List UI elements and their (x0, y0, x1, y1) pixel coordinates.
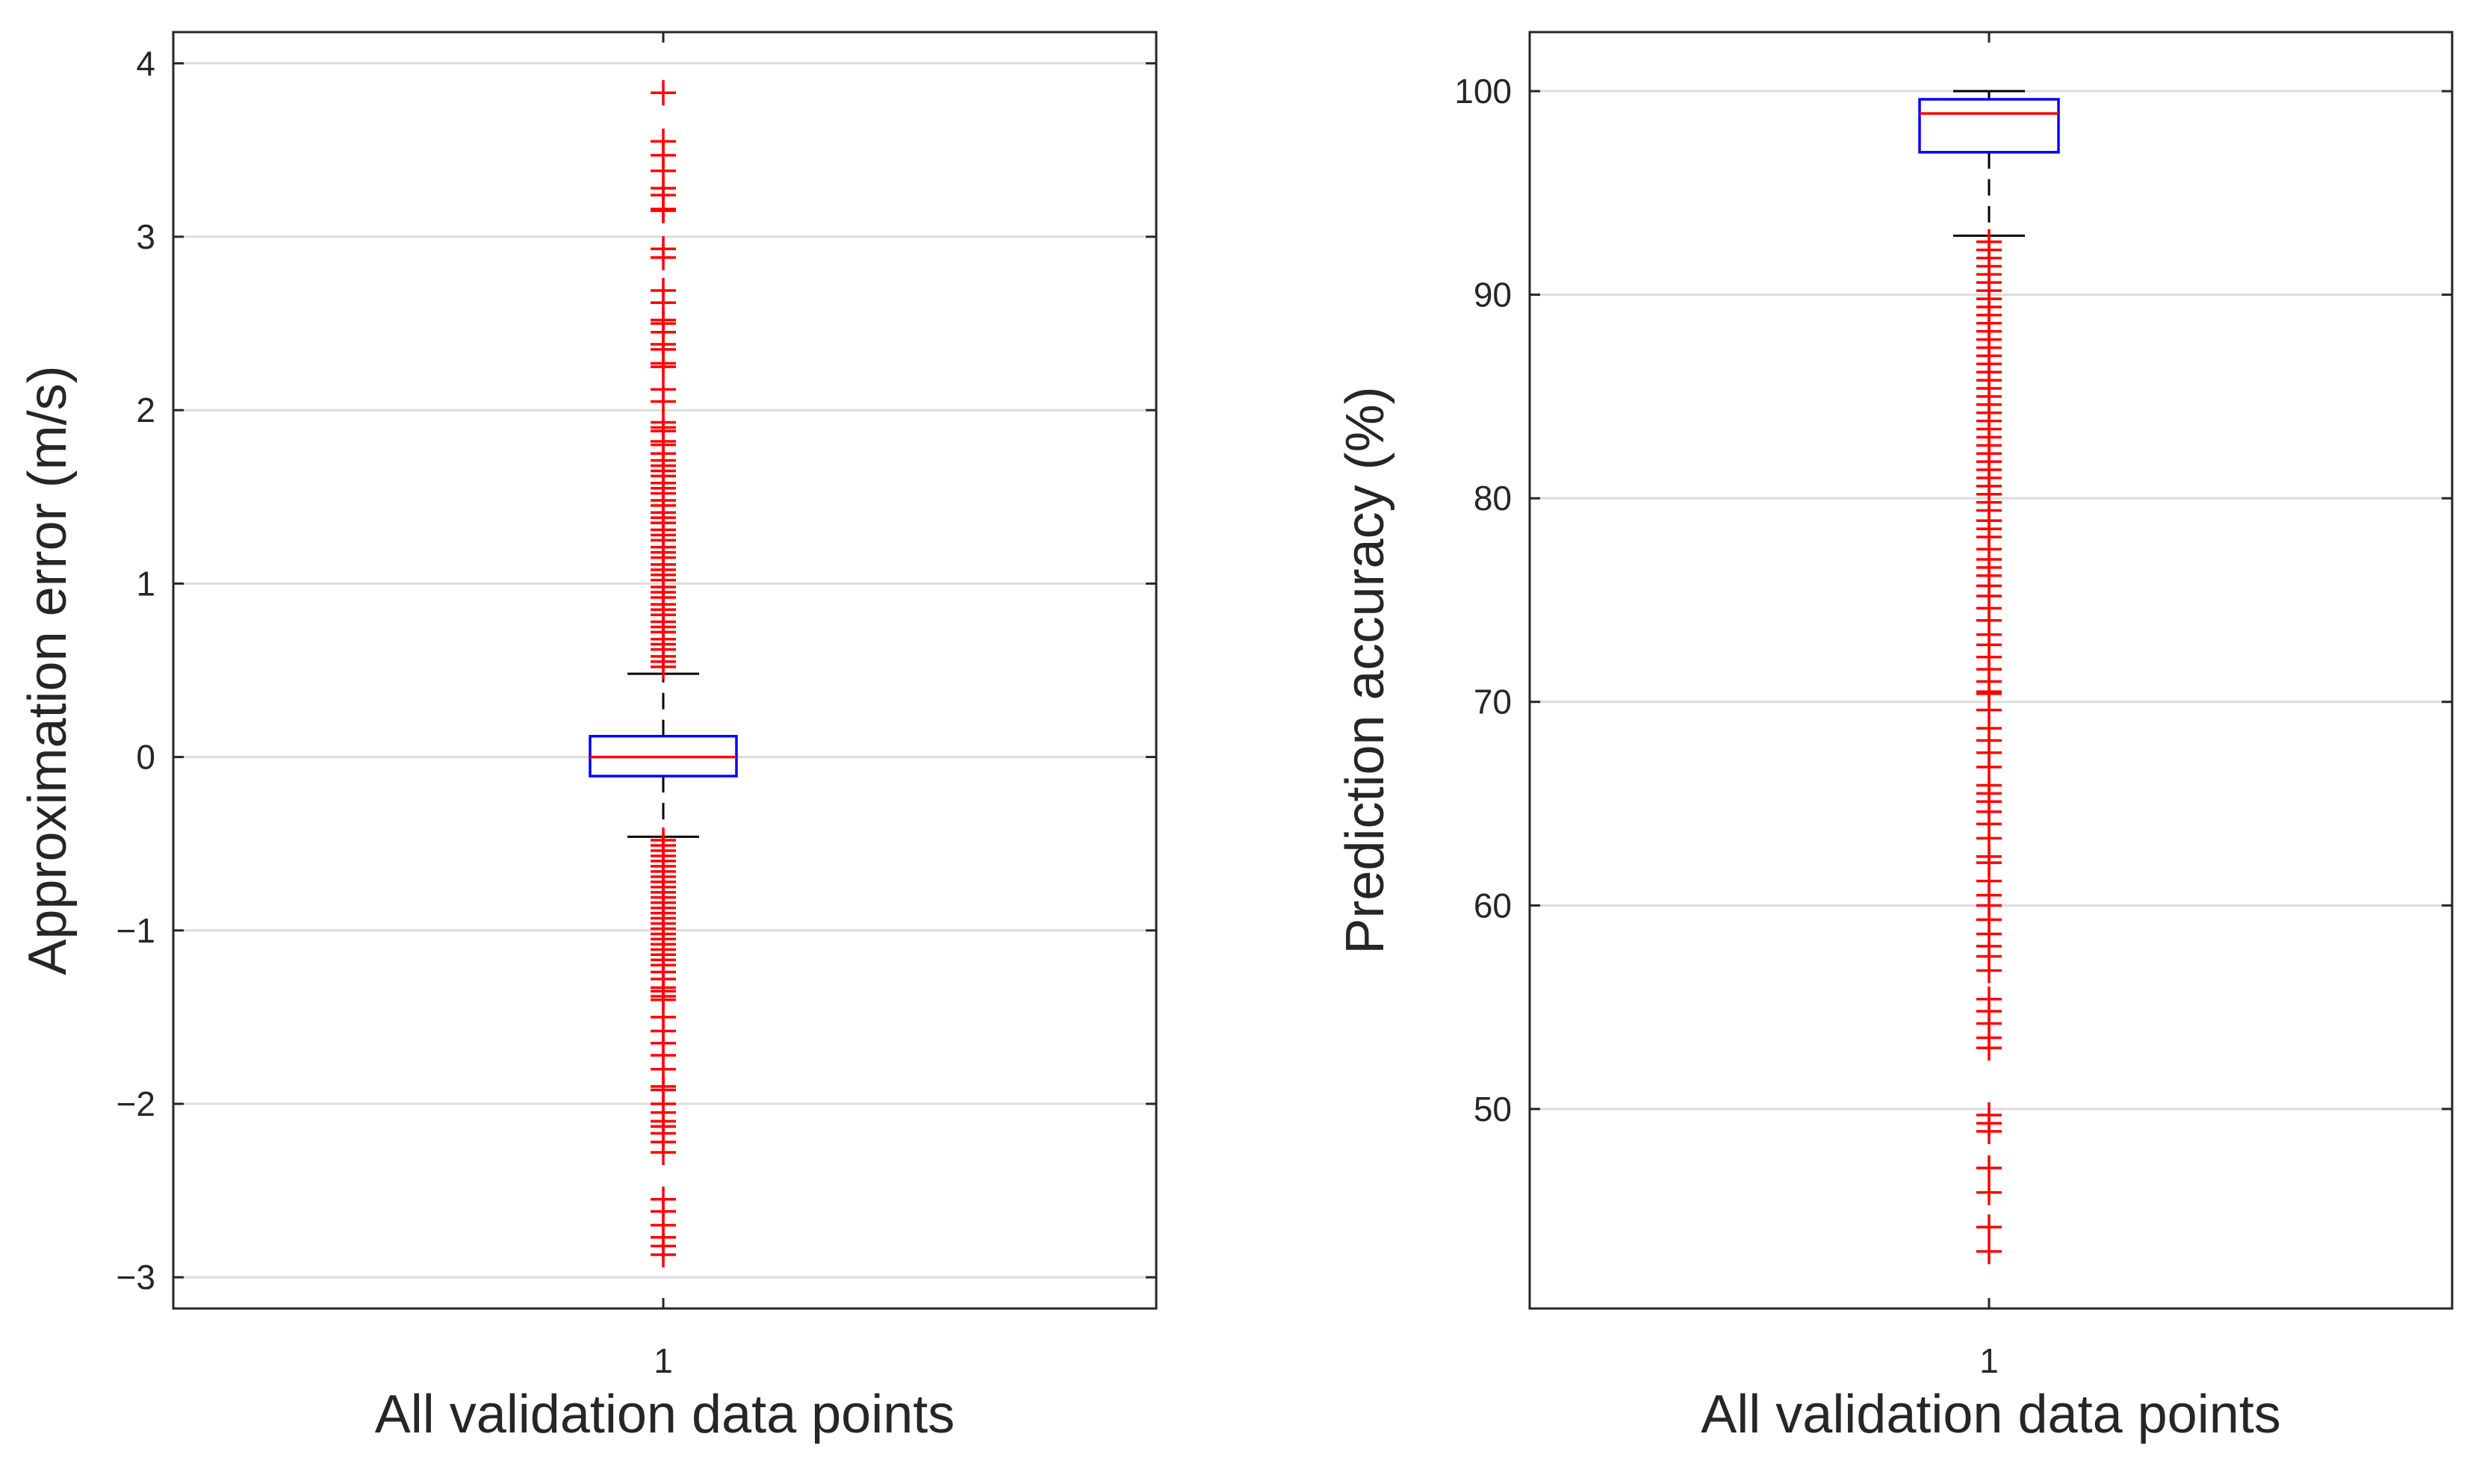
outlier-marker (651, 653, 676, 680)
outlier-marker (1976, 1179, 2002, 1205)
y-axis-label: Prediction accuracy (%) (1335, 386, 1395, 954)
y-tick-label: 4 (136, 44, 155, 83)
y-tick-label: −3 (117, 1258, 155, 1297)
x-axis-label: All validation data points (1701, 1385, 2281, 1444)
outlier-marker (1976, 1214, 2002, 1240)
outlier-marker (1976, 1155, 2002, 1181)
outlier-marker (1976, 957, 2002, 984)
y-tick-label: 2 (136, 391, 155, 429)
outlier-marker (1976, 1035, 2002, 1061)
outlier-marker (651, 244, 676, 270)
outlier-marker (651, 198, 676, 224)
y-tick-label: 90 (1474, 276, 1512, 314)
y-tick-label: 60 (1474, 886, 1512, 925)
left-boxplot-panel: −3 −2 −1 0 1 2 3 4 1 All validation data points Ap… (18, 31, 1158, 1444)
y-tick-label: 50 (1474, 1090, 1512, 1128)
outlier-marker (1976, 1118, 2002, 1144)
y-tick-label: 1 (136, 564, 155, 603)
y-tick-label: 3 (136, 217, 155, 256)
y-tick-label: −2 (117, 1084, 155, 1123)
outlier-marker (651, 354, 676, 380)
outlier-marker (651, 1242, 676, 1268)
axes-frame (1528, 31, 2454, 1310)
outlier-marker (1976, 1238, 2002, 1264)
x-tick-label: 1 (1979, 1341, 1999, 1380)
y-tick-label: 70 (1474, 683, 1512, 721)
y-tick-label: 100 (1454, 72, 1512, 111)
x-tick-label: 1 (654, 1341, 673, 1380)
outlier-marker (651, 80, 676, 106)
x-axis-label: All validation data points (375, 1385, 955, 1444)
y-tick-label: 80 (1474, 479, 1512, 518)
y-tick-label: −1 (117, 911, 155, 950)
outlier-marker (651, 1140, 676, 1166)
y-tick-label: 0 (136, 738, 155, 777)
axes-frame (172, 31, 1158, 1310)
y-axis-label: Approximation error (m/s) (18, 365, 78, 975)
right-boxplot-panel: 50 60 70 80 90 100 1 All validation data points… (1335, 31, 2454, 1444)
interquartile-box (1918, 98, 2060, 154)
